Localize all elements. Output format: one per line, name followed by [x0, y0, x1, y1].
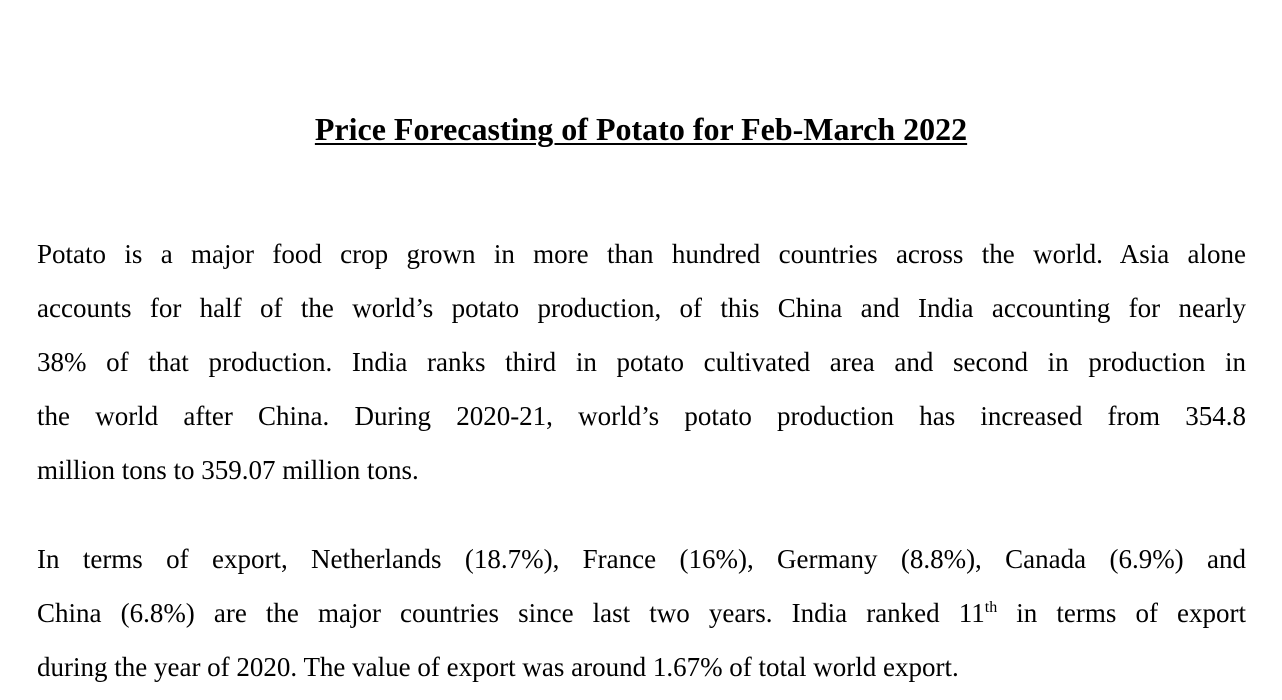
paragraph-export: In terms of export, Netherlands (18.7%),…: [37, 532, 1246, 694]
paragraph-line-with-superscript: China (6.8%) are the major countries sin…: [37, 586, 1246, 640]
text-segment: China (6.8%) are the major countries sin…: [37, 598, 985, 628]
paragraph-line: during the year of 2020. The value of ex…: [37, 652, 959, 682]
paragraph-line: million tons to 359.07 million tons.: [37, 455, 419, 485]
paragraph-intro: Potato is a major food crop grown in mor…: [37, 227, 1246, 497]
paragraph-line: accounts for half of the world’s potato …: [37, 293, 1246, 323]
paragraph-line: the world after China. During 2020-21, w…: [37, 401, 1246, 431]
document-title-text: Price Forecasting of Potato for Feb-Marc…: [314, 111, 968, 147]
paragraph-line: 38% of that production. India ranks thir…: [37, 347, 1246, 377]
ordinal-superscript: th: [984, 599, 998, 616]
text-segment: in terms of export: [997, 598, 1246, 628]
paragraph-line: In terms of export, Netherlands (18.7%),…: [37, 544, 1246, 574]
paragraph-line: Potato is a major food crop grown in mor…: [37, 239, 1246, 269]
document-title: Price Forecasting of Potato for Feb-Marc…: [0, 107, 1282, 151]
